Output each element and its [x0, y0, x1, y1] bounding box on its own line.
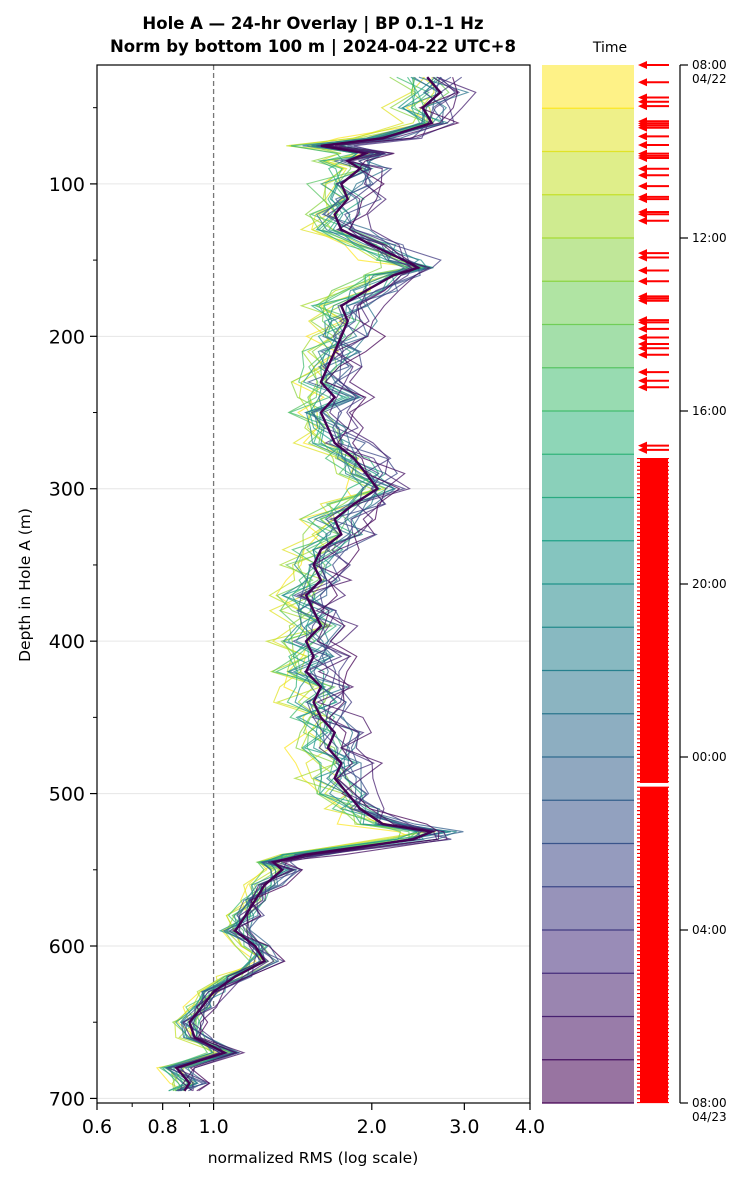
chart-title-line1: Hole A — 24-hr Overlay | BP 0.1–1 Hz [142, 14, 483, 34]
event-arrow-head [638, 123, 647, 132]
time-tick-label: 16:00 [692, 404, 727, 418]
colorbar-title: Time [592, 40, 627, 56]
colorbar-band [542, 497, 634, 541]
y-axis-label: Depth in Hole A (m) [16, 508, 34, 662]
trace-line [173, 76, 477, 1092]
plot-area: 100 200 300 400 500 600 700 0.6 0.8 1.0 2.0 3.0 4.0 [49, 64, 545, 1138]
time-tick-label: 00:00 [692, 750, 727, 764]
time-tick-label: 20:00 [692, 577, 727, 591]
event-arrow-head [638, 195, 647, 204]
x-axis: 0.6 0.8 1.0 2.0 3.0 4.0 [82, 1103, 545, 1138]
event-arrow-head [638, 216, 647, 225]
y-tick-label: 300 [49, 479, 85, 501]
event-arrow-head [638, 164, 647, 173]
event-arrow-head [638, 324, 647, 333]
event-arrow-head [638, 318, 647, 327]
colorbar-band [542, 194, 634, 238]
event-arrow-head [638, 78, 647, 87]
event-arrow-head [638, 253, 647, 262]
event-arrow-head [638, 132, 647, 141]
trace-lines [155, 76, 477, 1092]
x-axis-label: normalized RMS (log scale) [208, 1149, 419, 1167]
chart-title-line2: Norm by bottom 100 m | 2024-04-22 UTC+8 [110, 37, 516, 57]
time-tick-date: 04/23 [692, 1110, 727, 1124]
trace-line [189, 77, 460, 1092]
event-arrow-head [638, 350, 647, 359]
event-arrow-head [638, 61, 647, 69]
event-arrow-head [638, 171, 647, 180]
time-axis: 08:0004/2212:0016:0020:0000:0004:0008:00… [679, 58, 727, 1124]
time-tick-label: 04:00 [692, 923, 727, 937]
trace-line [177, 76, 457, 1092]
event-arrow-head [638, 277, 647, 286]
y-axis: 100 200 300 400 500 600 700 [49, 107, 97, 1110]
event-arrow-head [638, 102, 647, 111]
x-tick-label: 4.0 [515, 1116, 545, 1138]
y-tick-label: 500 [49, 784, 85, 806]
trace-line [164, 77, 434, 1092]
colorbar-band [542, 713, 634, 757]
colorbar-band [542, 930, 634, 974]
event-arrow-head [638, 141, 647, 150]
colorbar-band [542, 324, 634, 368]
event-arrow-head [638, 376, 647, 385]
time-tick-label: 12:00 [692, 231, 727, 245]
event-arrow-head [638, 266, 647, 275]
trace-line [179, 76, 446, 1092]
event-arrow-head [638, 333, 647, 342]
x-tick-label: 0.8 [148, 1116, 178, 1138]
x-tick-label: 1.0 [198, 1116, 228, 1138]
colorbar-band [542, 627, 634, 671]
median-trace-line [174, 76, 442, 1092]
x-tick-label: 2.0 [357, 1116, 387, 1138]
colorbar-band [542, 757, 634, 801]
event-arrow-head [638, 368, 647, 377]
x-tick-label: 0.6 [82, 1116, 112, 1138]
event-arrow-head [638, 210, 647, 219]
event-arrow-head [638, 182, 647, 191]
colorbar-band [542, 281, 634, 325]
colorbar-band [542, 238, 634, 282]
colorbar-band [542, 843, 634, 887]
trace-line [161, 77, 451, 1092]
colorbar-band [542, 540, 634, 584]
trace-line [168, 77, 435, 1092]
event-cluster [640, 787, 668, 1103]
colorbar-band [542, 973, 634, 1017]
trace-line [182, 76, 459, 1092]
colorbar-band [542, 800, 634, 844]
event-arrow-head [638, 344, 647, 353]
y-tick-label: 700 [49, 1088, 85, 1110]
colorbar-band [542, 151, 634, 195]
event-markers [637, 61, 669, 1104]
time-tick-date: 04/22 [692, 72, 727, 86]
plot-border [96, 64, 531, 1104]
colorbar-band [542, 108, 634, 152]
event-cluster [640, 458, 668, 783]
colorbar-band [542, 1016, 634, 1060]
colorbar-band [542, 584, 634, 628]
colorbar-band [542, 454, 634, 498]
colorbar-band [542, 411, 634, 455]
event-arrow-head [638, 445, 647, 454]
y-tick-label: 200 [49, 326, 85, 348]
colorbar-band [542, 65, 634, 109]
time-tick-label: 08:00 [692, 58, 727, 72]
colorbar-band [542, 1059, 634, 1103]
y-tick-label: 100 [49, 174, 85, 196]
plot-frame [97, 65, 530, 1103]
x-tick-label: 3.0 [449, 1116, 479, 1138]
colorbar-band [542, 367, 634, 411]
colorbar-band [542, 886, 634, 930]
time-tick-label: 08:00 [692, 1096, 727, 1110]
y-tick-label: 600 [49, 936, 85, 958]
colorbar-band [542, 670, 634, 714]
y-tick-label: 400 [49, 631, 85, 653]
event-arrow-head [638, 296, 647, 305]
event-arrow-head [638, 153, 647, 162]
time-colorbar [542, 65, 634, 1104]
event-arrow-head [638, 383, 647, 392]
